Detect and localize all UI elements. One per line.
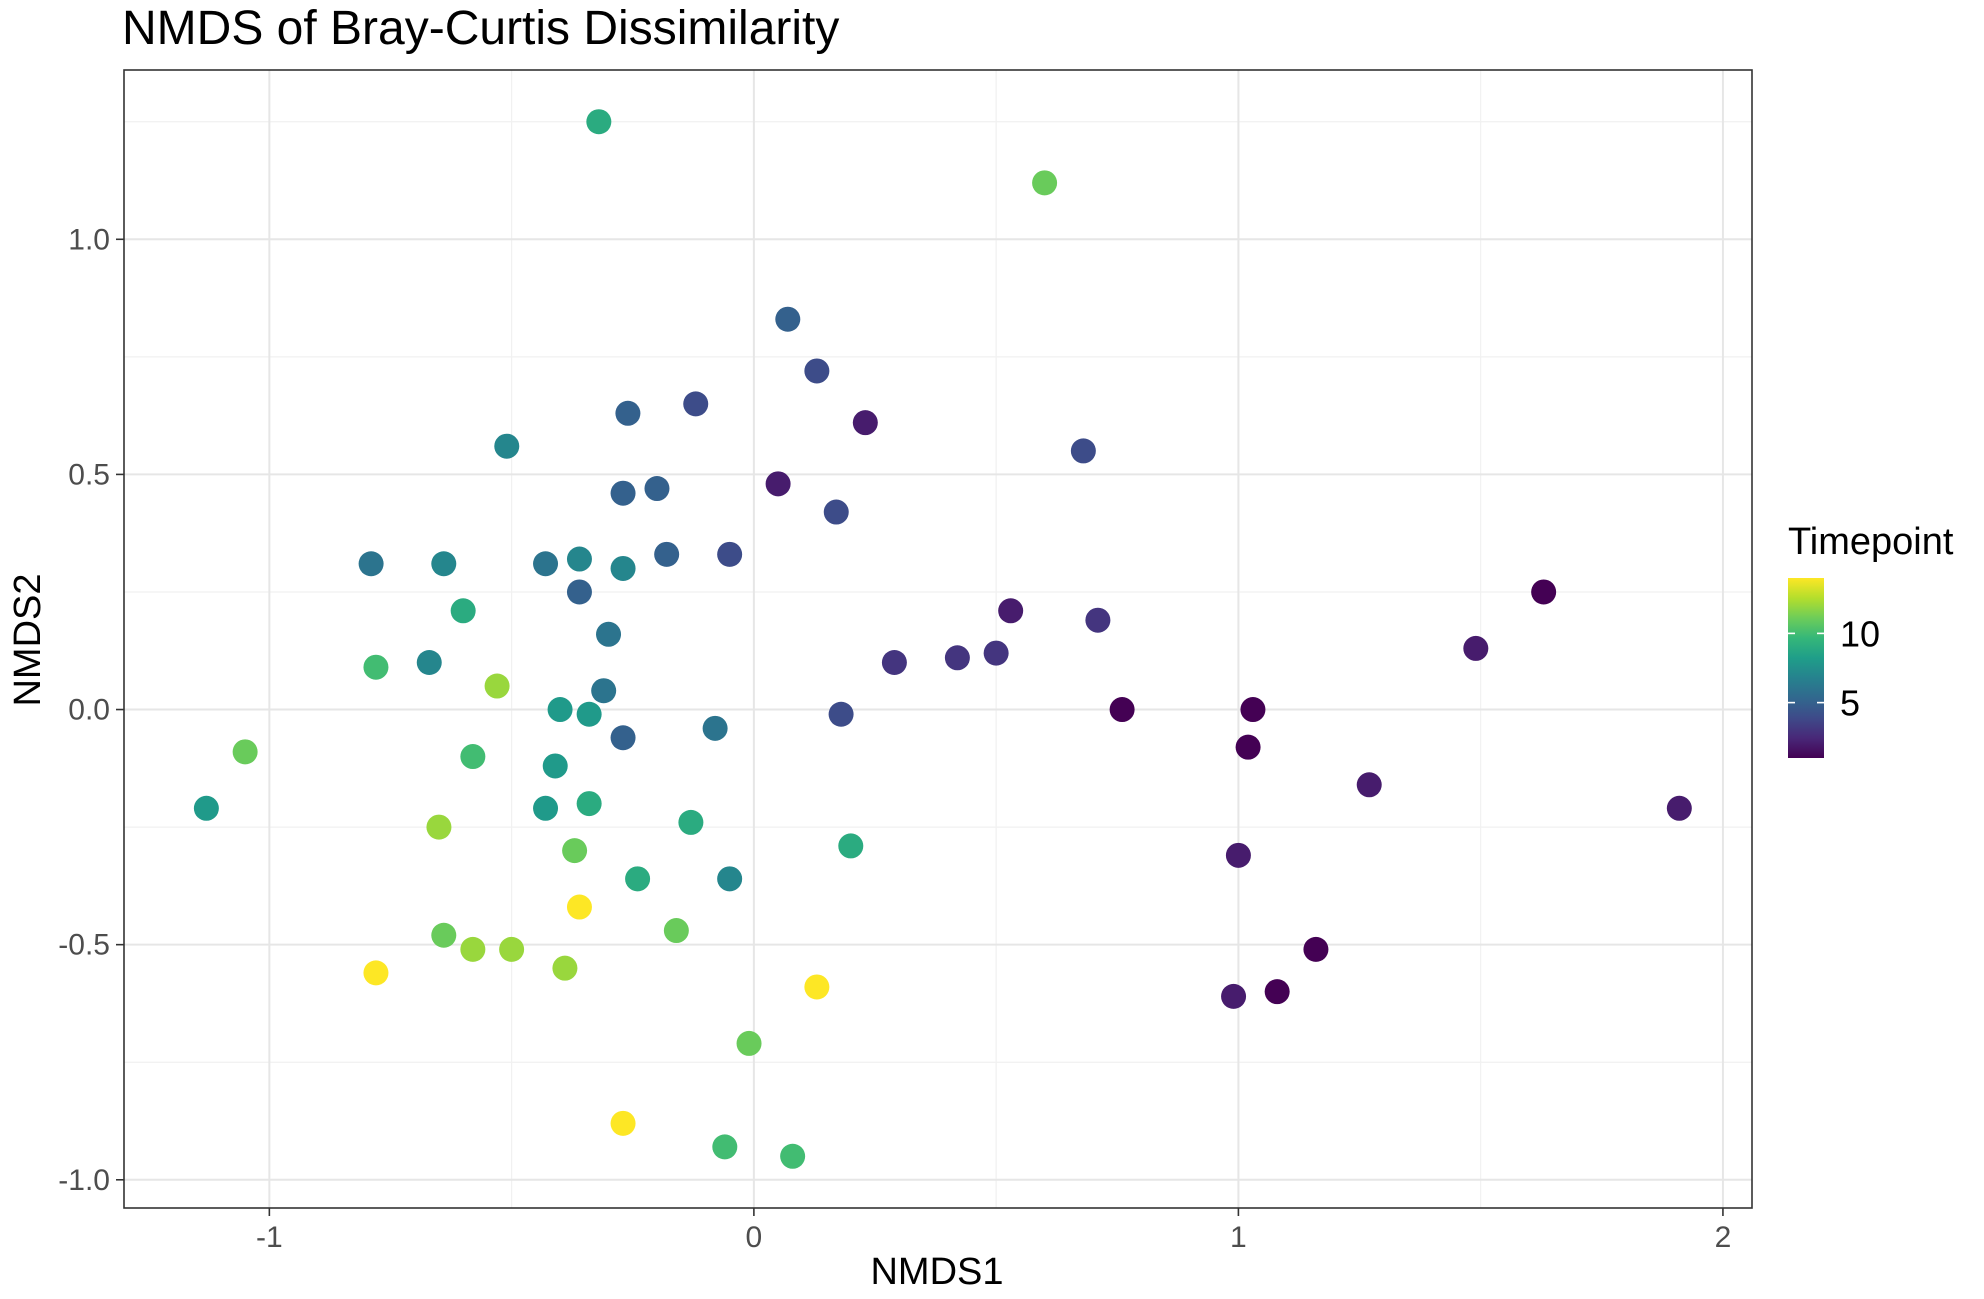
data-point bbox=[431, 551, 457, 577]
data-point bbox=[1531, 579, 1557, 605]
points-layer bbox=[193, 109, 1692, 1169]
data-point bbox=[426, 814, 452, 840]
data-point bbox=[1032, 170, 1058, 196]
data-point bbox=[566, 894, 592, 920]
data-point bbox=[484, 673, 510, 699]
data-point bbox=[804, 974, 830, 1000]
data-point bbox=[1666, 795, 1692, 821]
panel-border bbox=[123, 69, 1753, 1209]
data-point bbox=[1235, 734, 1261, 760]
data-point bbox=[983, 640, 1009, 666]
data-point bbox=[460, 936, 486, 962]
data-point bbox=[1240, 697, 1266, 723]
data-point bbox=[1085, 607, 1111, 633]
data-point bbox=[804, 358, 830, 384]
y-tick-label: -1.0 bbox=[58, 1164, 110, 1197]
data-point bbox=[1264, 979, 1290, 1005]
data-point bbox=[663, 918, 689, 944]
data-point bbox=[702, 715, 728, 741]
data-point bbox=[644, 476, 670, 502]
colorbar-label: 10 bbox=[1840, 613, 1880, 654]
data-point bbox=[823, 499, 849, 525]
data-point bbox=[562, 838, 588, 864]
data-point bbox=[610, 1110, 636, 1136]
data-point bbox=[654, 541, 680, 567]
data-point bbox=[596, 621, 622, 647]
x-tick-label: 1 bbox=[1230, 1221, 1247, 1254]
colorbar-ticks: 5 10 bbox=[1788, 613, 1880, 724]
data-point bbox=[765, 471, 791, 497]
x-axis-title: NMDS1 bbox=[870, 1251, 1003, 1293]
data-point bbox=[1109, 697, 1135, 723]
data-point bbox=[678, 809, 704, 835]
data-point bbox=[552, 955, 578, 981]
x-tick-label: 2 bbox=[1715, 1221, 1732, 1254]
data-point bbox=[1356, 772, 1382, 798]
data-point bbox=[712, 1134, 738, 1160]
colorbar-legend: Timepoint 5 10 bbox=[1788, 521, 1954, 758]
data-point bbox=[576, 791, 602, 817]
data-point bbox=[1221, 983, 1247, 1009]
axis-layer: -1 0 1 2 -1.0 -0.5 0.0 0.5 1.0 bbox=[58, 223, 1731, 1254]
y-tick-label: 0.5 bbox=[68, 458, 110, 491]
colorbar bbox=[1788, 578, 1824, 758]
data-point bbox=[533, 795, 559, 821]
x-tick-label: -1 bbox=[256, 1221, 283, 1254]
data-point bbox=[852, 410, 878, 436]
data-point bbox=[610, 725, 636, 751]
data-point bbox=[610, 480, 636, 506]
data-point bbox=[450, 598, 476, 624]
data-point bbox=[683, 391, 709, 417]
data-point bbox=[193, 795, 219, 821]
colorbar-fill bbox=[1788, 578, 1824, 758]
data-point bbox=[717, 541, 743, 567]
data-point bbox=[431, 922, 457, 948]
grid-layer bbox=[124, 70, 1752, 1208]
data-point bbox=[828, 701, 854, 727]
data-point bbox=[838, 833, 864, 859]
data-point bbox=[533, 551, 559, 577]
y-tick-label: 0.0 bbox=[68, 694, 110, 727]
data-point bbox=[416, 650, 442, 676]
data-point bbox=[1463, 635, 1489, 661]
data-point bbox=[591, 678, 617, 704]
chart-title: NMDS of Bray-Curtis Dissimilarity bbox=[122, 2, 839, 55]
data-point bbox=[576, 701, 602, 727]
data-point bbox=[363, 654, 389, 680]
data-point bbox=[499, 936, 525, 962]
data-point bbox=[542, 753, 568, 779]
y-axis-title: NMDS2 bbox=[7, 573, 49, 706]
colorbar-label: 5 bbox=[1840, 683, 1860, 724]
data-point bbox=[881, 650, 907, 676]
data-point bbox=[610, 555, 636, 581]
data-point bbox=[775, 306, 801, 332]
data-point bbox=[615, 400, 641, 426]
data-point bbox=[736, 1030, 762, 1056]
data-point bbox=[566, 546, 592, 572]
data-point bbox=[1225, 842, 1251, 868]
data-point bbox=[586, 109, 612, 135]
x-tick-label: 0 bbox=[746, 1221, 763, 1254]
data-point bbox=[625, 866, 651, 892]
data-point bbox=[358, 551, 384, 577]
data-point bbox=[717, 866, 743, 892]
legend-title: Timepoint bbox=[1788, 521, 1954, 563]
y-tick-label: -0.5 bbox=[58, 929, 110, 962]
data-point bbox=[1070, 438, 1096, 464]
data-point bbox=[232, 739, 258, 765]
data-point bbox=[780, 1143, 806, 1169]
y-tick-label: 1.0 bbox=[68, 223, 110, 256]
data-point bbox=[1303, 936, 1329, 962]
data-point bbox=[494, 433, 520, 459]
data-point bbox=[944, 645, 970, 671]
data-point bbox=[460, 744, 486, 770]
data-point bbox=[547, 697, 573, 723]
data-point bbox=[363, 960, 389, 986]
data-point bbox=[998, 598, 1024, 624]
data-point bbox=[566, 579, 592, 605]
